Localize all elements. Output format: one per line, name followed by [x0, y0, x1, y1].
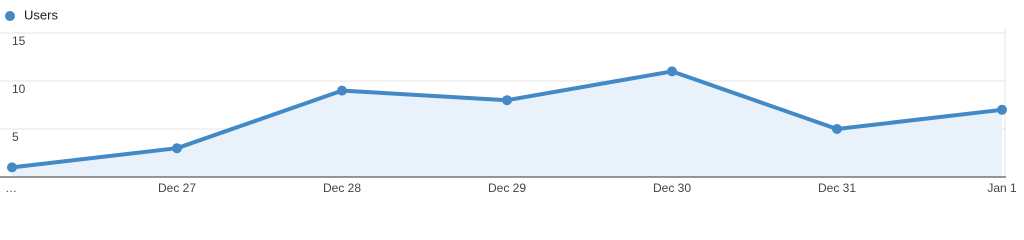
x-tick-label: Dec 28 — [323, 181, 361, 195]
point — [172, 143, 182, 154]
x-tick-label: … — [5, 181, 17, 195]
point — [667, 66, 677, 77]
chart: Users 5 10 15 … Dec 27 Dec 28 Dec 29 Dec 30 Dec … — [0, 7, 1017, 195]
y-tick-label: 5 — [12, 130, 19, 144]
x-tick-label: Dec 30 — [653, 181, 691, 195]
legend-marker — [5, 11, 15, 21]
y-tick-label: 15 — [12, 34, 26, 48]
y-tick-label: 10 — [12, 82, 26, 96]
point — [502, 95, 512, 106]
x-tick-label: Dec 29 — [488, 181, 526, 195]
point — [997, 104, 1007, 115]
legend-label: Users — [24, 7, 58, 22]
x-tick-label: Jan 1 — [987, 181, 1017, 195]
point — [337, 85, 347, 96]
area — [12, 71, 1002, 177]
page: {"chart_data": {"type": "line", "categor… — [0, 7, 1018, 196]
point — [832, 124, 842, 134]
point — [7, 162, 17, 173]
x-tick-label: Dec 31 — [818, 181, 856, 195]
x-tick-label: Dec 27 — [158, 181, 196, 195]
